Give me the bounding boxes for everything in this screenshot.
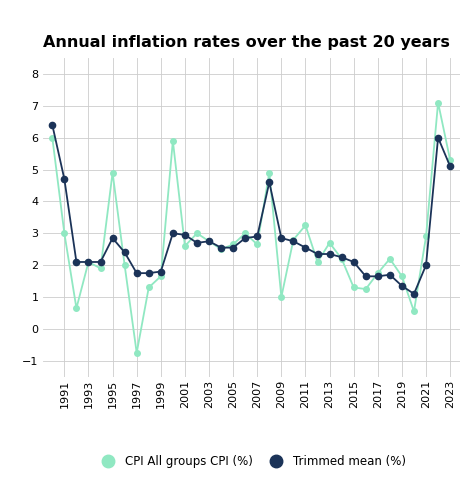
Text: Annual inflation rates over the past 20 years: Annual inflation rates over the past 20 … xyxy=(43,35,449,50)
Legend: CPI All groups CPI (%), Trimmed mean (%): CPI All groups CPI (%), Trimmed mean (%) xyxy=(92,451,410,473)
